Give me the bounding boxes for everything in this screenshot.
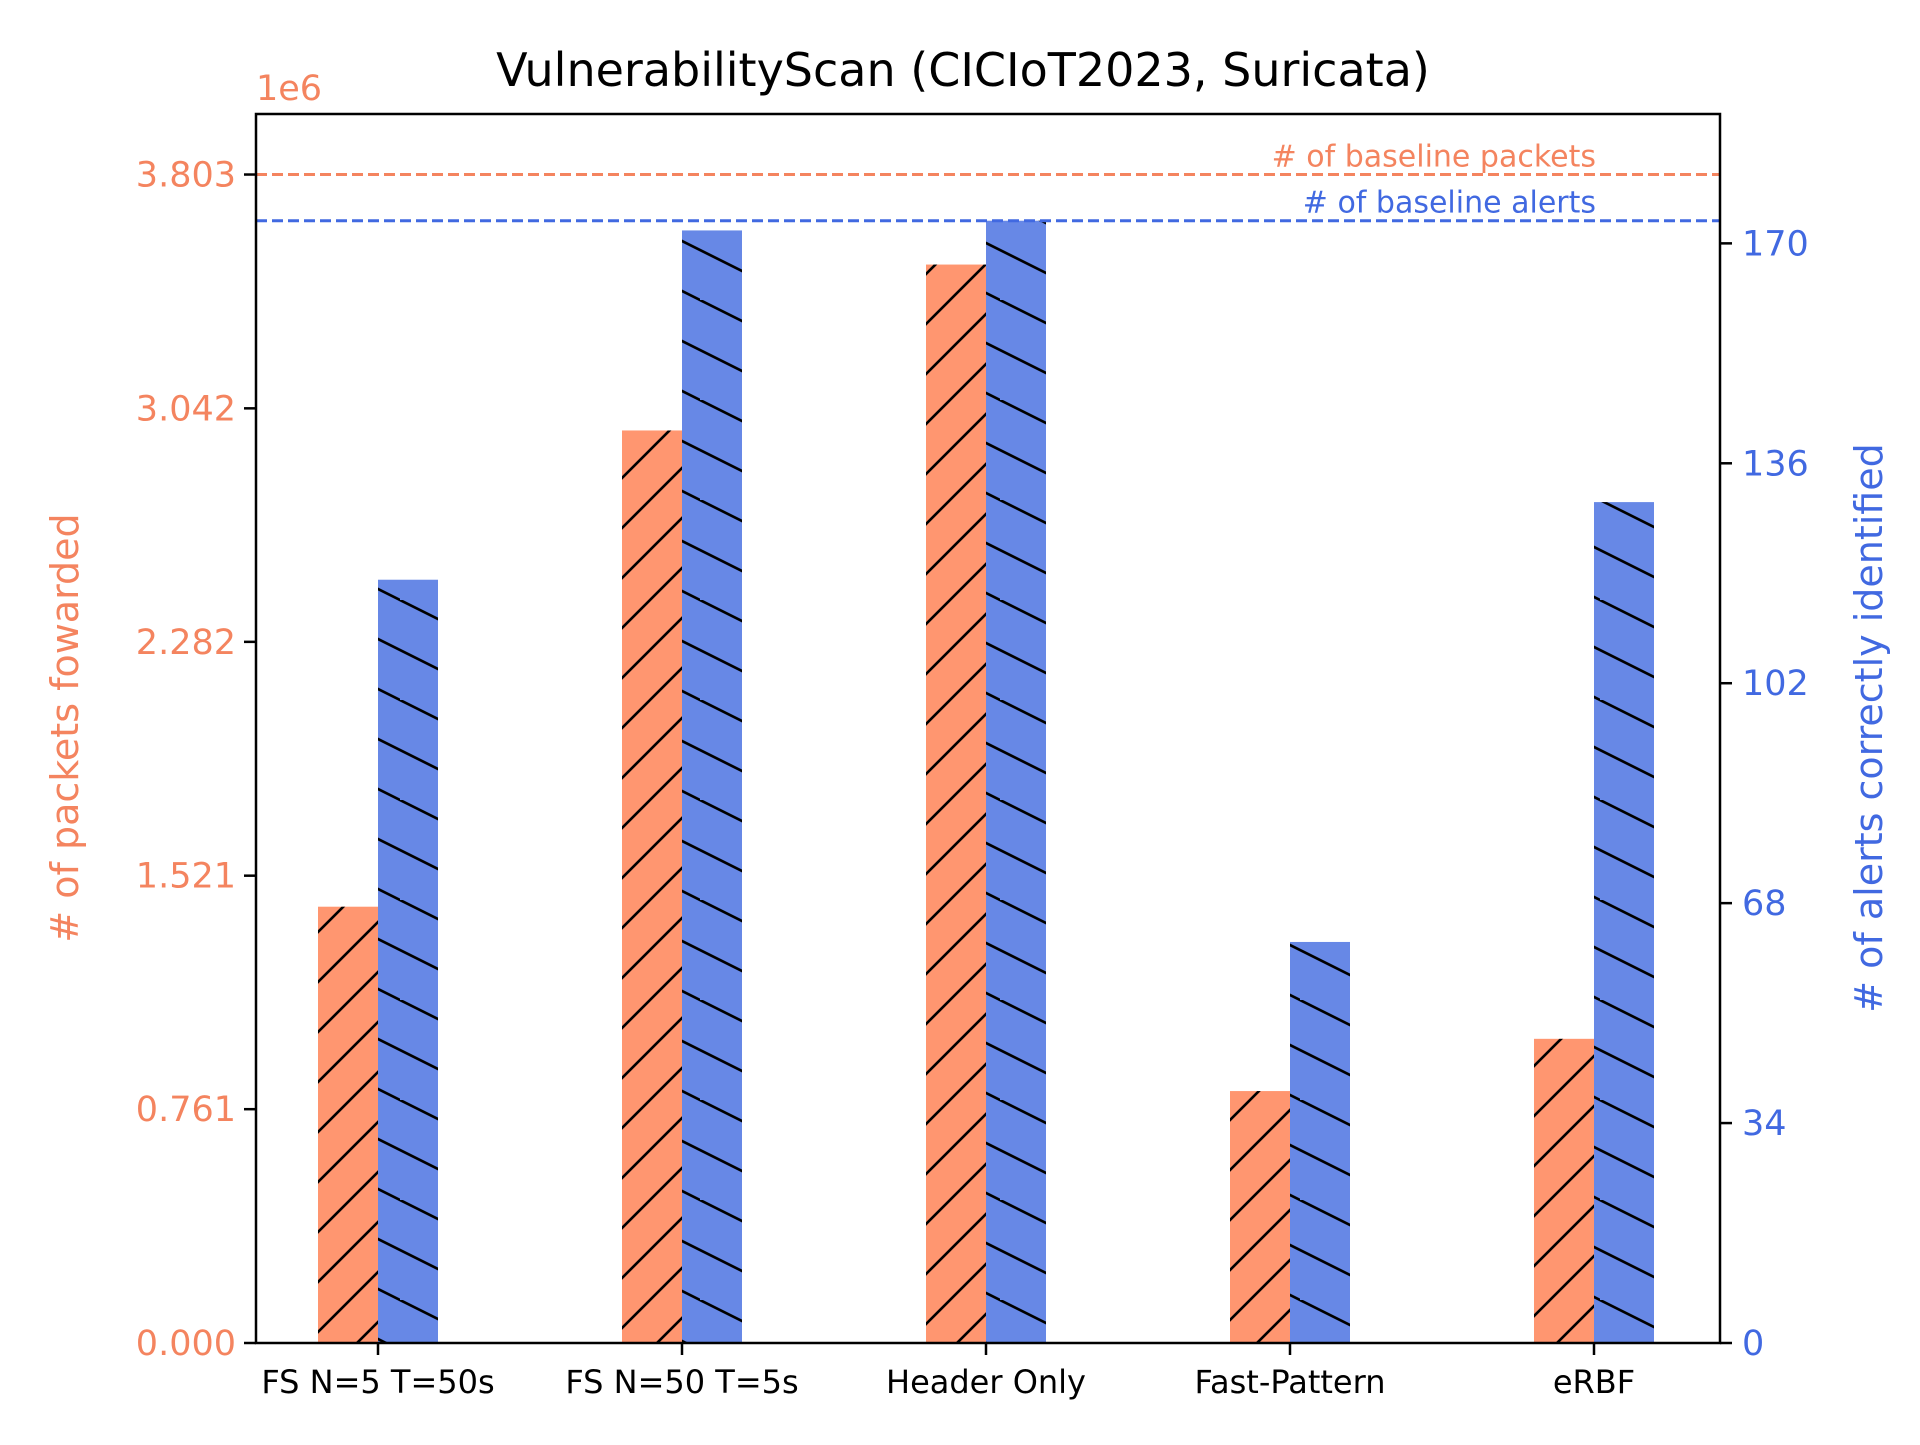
right-tick-label: 0 (1742, 1324, 1764, 1364)
x-tick-label: FS N=5 T=50s (261, 1363, 494, 1401)
left-tick-label: 2.282 (136, 623, 236, 663)
bar-hatch-fast-pattern-packets (1230, 1091, 1290, 1343)
right-tick-label: 102 (1742, 664, 1809, 704)
x-tick-label: Header Only (886, 1363, 1086, 1401)
ref-label-of-baseline-alerts: # of baseline alerts (1303, 186, 1596, 221)
left-tick-label: 0.761 (136, 1090, 236, 1130)
right-axis-label: # of alerts correctly identified (1847, 443, 1891, 1012)
left-tick-label: 1.521 (136, 857, 236, 897)
right-tick-label: 68 (1742, 884, 1787, 924)
bar-hatch-erbf-packets (1534, 1038, 1594, 1343)
x-tick-label: FS N=50 T=5s (565, 1363, 798, 1401)
plot-frame (254, 112, 1722, 1345)
right-tick-label: 170 (1742, 224, 1809, 264)
right-tick-label: 34 (1742, 1104, 1787, 1144)
ref-label-of-baseline-packets: # of baseline packets (1272, 140, 1596, 175)
right-tick-label: 136 (1742, 444, 1809, 484)
x-tick-label: eRBF (1553, 1363, 1635, 1401)
bar-hatch-fs-n-50-t-5s-packets (622, 430, 682, 1343)
chart-title: VulnerabilityScan (CICIoT2023, Suricata) (496, 43, 1430, 97)
x-tick-label: Fast-Pattern (1195, 1363, 1386, 1401)
bar-hatch-fs-n-5-t-50s-alerts (378, 579, 438, 1343)
left-axis-offset-text: 1e6 (256, 69, 322, 109)
left-axis-ticks: 0.000 0.761 1.521 2.282 3.042 3.803 (136, 156, 256, 1364)
left-axis-label: # of packets fowarded (43, 513, 87, 942)
x-axis-ticks: FS N=5 T=50s FS N=50 T=5s Header Only Fast-… (261, 1343, 1635, 1401)
right-axis-ticks: 0 34 68 102 136 170 (1720, 224, 1809, 1364)
reference-lines-layer: # of baseline packets # of baseline alert… (256, 140, 1720, 223)
bar-hatch-header-only-alerts (986, 220, 1046, 1343)
left-tick-label: 0.000 (136, 1324, 236, 1364)
bar-hatch-header-only-packets (926, 264, 986, 1343)
bar-hatch-fs-n-5-t-50s-packets (318, 906, 378, 1343)
bar-hatch-erbf-alerts (1594, 502, 1654, 1344)
bar-hatch-fs-n-50-t-5s-alerts (682, 230, 742, 1343)
bars-layer (318, 220, 1654, 1344)
left-tick-label: 3.803 (136, 156, 236, 196)
left-tick-label: 3.042 (136, 389, 236, 429)
bar-hatch-fast-pattern-alerts (1290, 941, 1350, 1343)
